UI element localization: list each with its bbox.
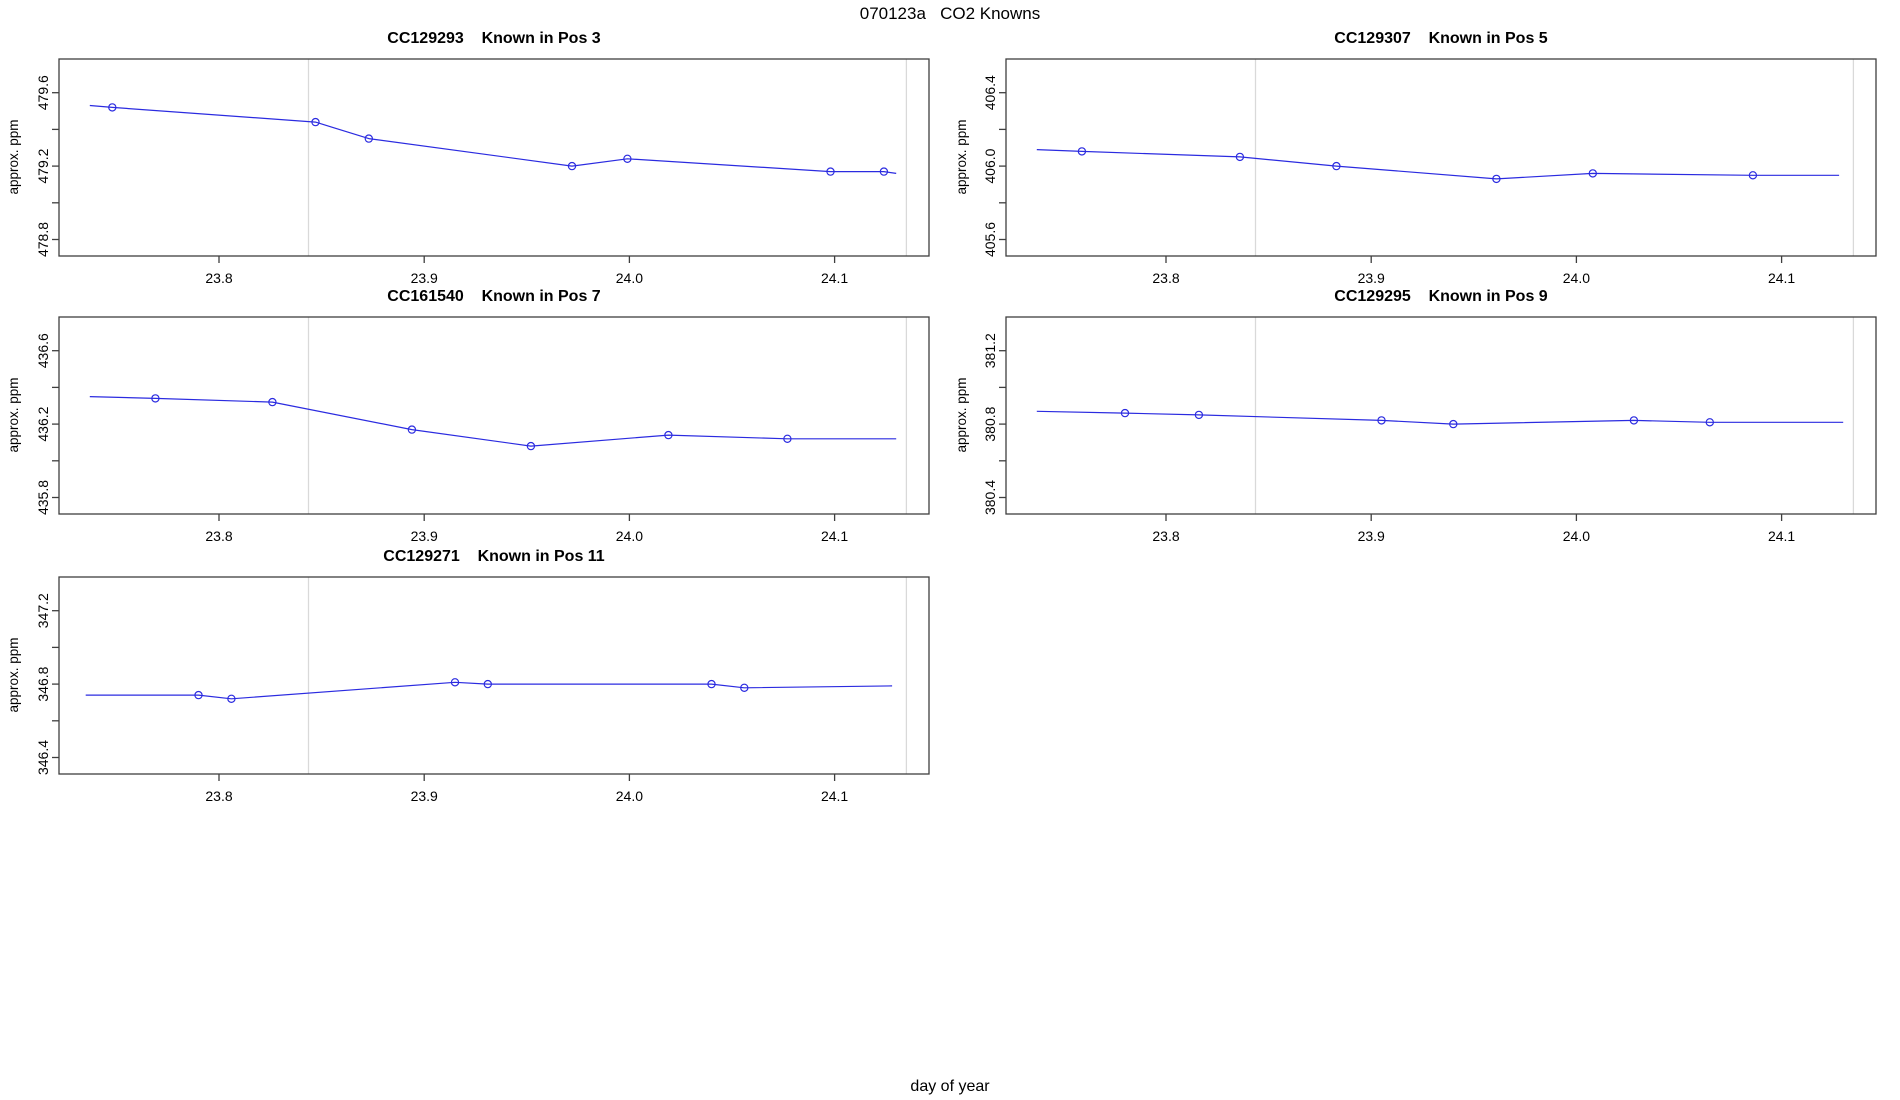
data-point-marker xyxy=(483,679,492,689)
plot-box xyxy=(1005,316,1877,515)
data-line xyxy=(89,396,897,447)
x-tick-label: 24.0 xyxy=(616,788,643,804)
data-point-marker xyxy=(311,117,320,127)
data-line xyxy=(1036,149,1840,180)
y-axis-label-pos3: approx. ppm xyxy=(6,119,21,195)
x-tick-label: 23.9 xyxy=(1358,270,1385,286)
x-tick-label: 23.8 xyxy=(205,788,232,804)
data-point-marker xyxy=(1705,418,1715,427)
plot-box xyxy=(58,576,930,775)
data-point-marker xyxy=(526,441,536,451)
x-tick-label: 24.1 xyxy=(1768,528,1795,544)
x-tick-label: 23.9 xyxy=(1358,528,1385,544)
data-point-marker xyxy=(1235,152,1245,162)
data-point-marker xyxy=(108,103,117,112)
data-point-marker xyxy=(1588,169,1598,178)
y-tick-label: 406.4 xyxy=(982,75,998,110)
data-point-marker xyxy=(707,679,716,689)
data-point-marker xyxy=(783,434,792,443)
y-tick-label: 478.8 xyxy=(35,222,51,257)
data-line xyxy=(85,681,893,700)
data-point-marker xyxy=(268,397,277,407)
x-tick-label: 23.9 xyxy=(411,528,438,544)
panel-CC129271: 23.8 23.9 24.0 24.1 346.4 346.8 347.2 xyxy=(35,576,930,804)
data-point-marker xyxy=(740,683,749,693)
panel-CC129293: 23.8 23.9 24.0 24.1 478.8 479.2 479.6 xyxy=(35,58,930,286)
y-tick-label: 346.8 xyxy=(35,666,51,701)
data-point-marker xyxy=(1194,410,1204,420)
panel-CC129307: 23.8 23.9 24.0 24.1 405.6 406.0 406.4 xyxy=(982,58,1877,286)
data-point-marker xyxy=(364,134,373,143)
plot-box xyxy=(58,316,930,515)
x-tick-label: 24.0 xyxy=(616,270,643,286)
x-tick-label: 23.9 xyxy=(411,270,438,286)
x-tick-label: 24.0 xyxy=(1563,528,1590,544)
y-axis-label-pos7: approx. ppm xyxy=(6,377,21,453)
data-point-marker xyxy=(1120,408,1130,418)
y-tick-label: 347.2 xyxy=(35,593,51,628)
panel-title-pos5: CC129307 Known in Pos 5 xyxy=(1334,30,1548,47)
x-tick-label: 23.9 xyxy=(411,788,438,804)
y-tick-label: 381.2 xyxy=(982,333,998,368)
data-line xyxy=(89,104,897,174)
data-point-marker xyxy=(1077,147,1087,156)
x-tick-label: 24.1 xyxy=(821,270,848,286)
data-point-marker xyxy=(1377,416,1386,425)
data-point-marker xyxy=(1629,416,1639,425)
y-tick-label: 405.6 xyxy=(982,222,998,257)
y-tick-label: 380.4 xyxy=(982,480,998,515)
x-tick-label: 24.1 xyxy=(821,788,848,804)
data-point-marker xyxy=(1449,419,1458,429)
x-tick-label: 24.1 xyxy=(1768,270,1795,286)
y-axis-label-pos5: approx. ppm xyxy=(954,119,969,195)
y-tick-label: 346.4 xyxy=(35,740,51,775)
x-tick-label: 24.1 xyxy=(821,528,848,544)
y-tick-label: 380.8 xyxy=(982,406,998,441)
data-point-marker xyxy=(664,430,673,440)
page-title: 070123a CO2 Knowns xyxy=(859,4,1041,23)
data-point-marker xyxy=(194,690,203,700)
y-tick-label: 435.8 xyxy=(35,480,51,515)
x-tick-label: 23.8 xyxy=(205,528,232,544)
data-point-marker xyxy=(1748,171,1758,180)
data-point-marker xyxy=(1332,161,1341,171)
panel-title-pos9: CC129295 Known in Pos 9 xyxy=(1334,288,1548,305)
x-tick-label: 24.0 xyxy=(1563,270,1590,286)
panel-title-pos7: CC161540 Known in Pos 7 xyxy=(387,288,601,305)
panel-title-pos11: CC129271 Known in Pos 11 xyxy=(383,548,605,565)
data-line xyxy=(1036,410,1844,425)
data-point-marker xyxy=(450,678,460,687)
x-tick-label: 23.8 xyxy=(1152,270,1179,286)
y-tick-label: 406.0 xyxy=(982,148,998,183)
data-point-marker xyxy=(407,425,417,434)
data-point-marker xyxy=(879,167,889,176)
plot-box xyxy=(1005,58,1877,257)
y-tick-label: 479.6 xyxy=(35,75,51,110)
y-tick-label: 436.2 xyxy=(35,406,51,441)
x-tick-label: 23.8 xyxy=(1152,528,1179,544)
data-point-marker xyxy=(623,154,632,163)
panel-CC161540: 23.8 23.9 24.0 24.1 435.8 436.2 436.6 xyxy=(35,316,930,544)
data-point-marker xyxy=(227,694,236,704)
y-tick-label: 479.2 xyxy=(35,148,51,183)
data-point-marker xyxy=(151,394,160,403)
x-axis-label: day of year xyxy=(910,1078,990,1095)
y-axis-label-pos11: approx. ppm xyxy=(6,637,21,713)
panel-title-pos3: CC129293 Known in Pos 3 xyxy=(387,30,601,47)
y-tick-label: 436.6 xyxy=(35,333,51,368)
data-point-marker xyxy=(1492,174,1501,184)
y-axis-label-pos9: approx. ppm xyxy=(954,377,969,453)
panel-CC129295: 23.8 23.9 24.0 24.1 380.4 380.8 381.2 xyxy=(982,316,1877,544)
plot-box xyxy=(58,58,930,257)
data-point-marker xyxy=(826,167,835,176)
data-point-marker xyxy=(567,161,577,171)
x-tick-label: 24.0 xyxy=(616,528,643,544)
x-tick-label: 23.8 xyxy=(205,270,232,286)
